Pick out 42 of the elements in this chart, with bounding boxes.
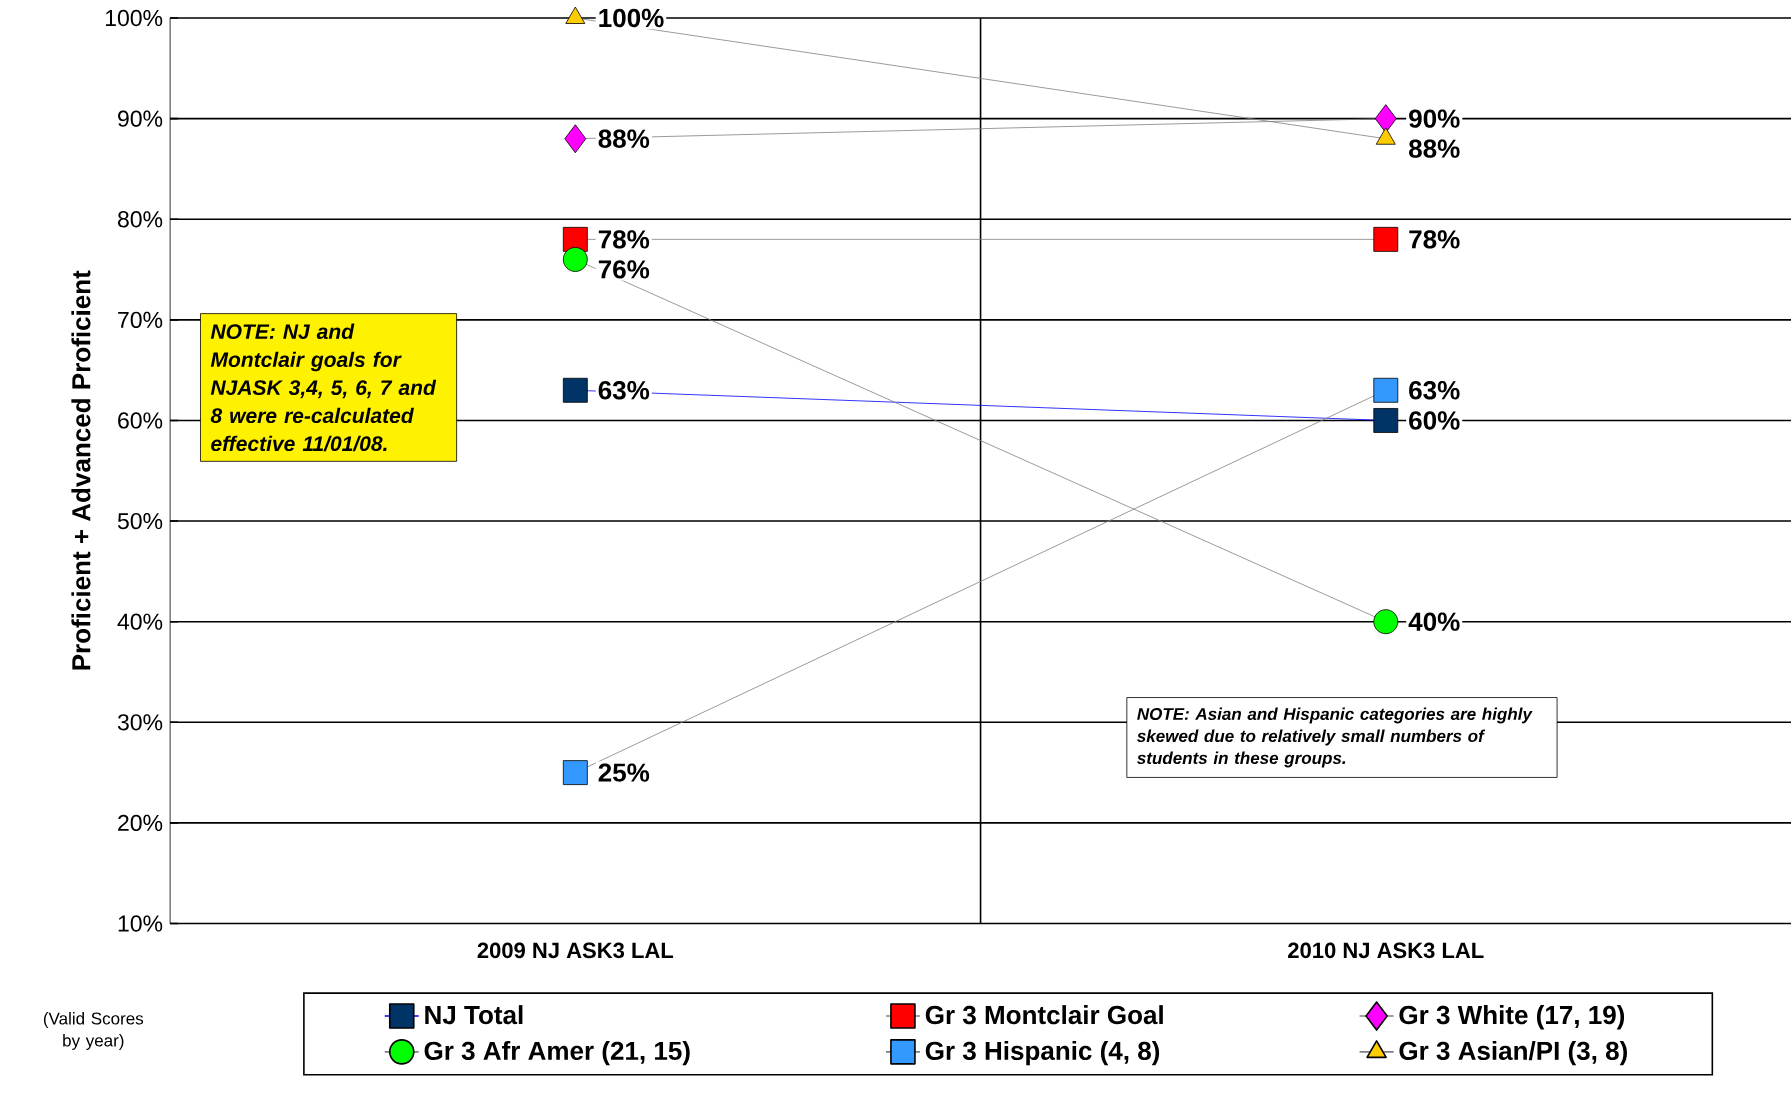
- data-label: 60%: [1409, 411, 1460, 430]
- legend-label: Gr 3 Afr Amer (21, 15): [424, 1041, 690, 1066]
- point: [1373, 227, 1399, 252]
- legend-label: Gr 3 White (17, 19): [1399, 1005, 1625, 1030]
- x-tick-label: 2009 NJ ASK3 LAL: [477, 942, 674, 959]
- y-axis-title: Proficient + Advanced Proficient: [71, 270, 91, 670]
- point: [562, 378, 588, 403]
- y-tick-label: 50%: [117, 513, 163, 530]
- y-tick-label: 60%: [118, 412, 163, 429]
- y-tick-label: 40%: [117, 613, 163, 631]
- data-label: 40%: [1408, 612, 1460, 632]
- y-tick-label: 20%: [118, 814, 163, 832]
- point: [1373, 408, 1399, 434]
- data-label: 78%: [1409, 230, 1460, 249]
- point: [562, 247, 588, 273]
- data-label: 90%: [1409, 109, 1460, 129]
- data-label: 78%: [598, 230, 650, 249]
- point: [1373, 609, 1399, 635]
- data-label: 63%: [1409, 381, 1460, 400]
- data-label: 63%: [598, 381, 650, 400]
- y-tick-label: 80%: [117, 211, 163, 228]
- point: [562, 760, 588, 786]
- text: (Valid Scores by year): [43, 1012, 144, 1051]
- point: [564, 124, 587, 154]
- point: [1373, 378, 1399, 403]
- y-tick-label: 10%: [118, 915, 163, 932]
- data-label: 88%: [598, 129, 650, 149]
- y-tick-label: 90%: [118, 110, 163, 127]
- data-label: 25%: [598, 763, 650, 782]
- legend-label: Gr 3 Asian/PI (3, 8): [1399, 1041, 1627, 1066]
- data-label: 100%: [599, 8, 664, 28]
- y-tick-label: 30%: [117, 714, 163, 731]
- y-tick-label: 100%: [105, 10, 163, 27]
- annotation: NOTE: Asian and Hispanic categories are highly skewed due to relatively small numbers of students in these groups.: [1137, 707, 1533, 768]
- annotation: NOTE: NJ and Montclair goals for NJASK 3,4, 5, 6, 7 and 8 were re-calculated effective 11/01/08.: [210, 323, 437, 452]
- data-label: 76%: [598, 260, 650, 279]
- data-label: 88%: [1409, 139, 1460, 159]
- legend-label: NJ Total: [425, 1005, 523, 1025]
- legend-label: Gr 3 Montclair Goal: [925, 1005, 1163, 1025]
- legend-label: Gr 3 Hispanic (4, 8): [925, 1041, 1160, 1066]
- x-tick-label: 2010 NJ ASK3 LAL: [1288, 942, 1484, 959]
- y-tick-label: 70%: [118, 311, 163, 329]
